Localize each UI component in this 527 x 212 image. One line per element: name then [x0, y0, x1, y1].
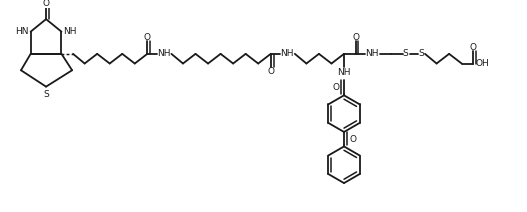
Text: NH: NH	[280, 49, 294, 58]
Text: NH: NH	[337, 68, 351, 77]
Text: S: S	[403, 49, 408, 58]
Text: O: O	[470, 43, 477, 52]
Text: NH: NH	[63, 27, 77, 36]
Text: O: O	[333, 83, 340, 92]
Text: S: S	[418, 49, 424, 58]
Text: NH: NH	[157, 49, 170, 58]
Text: O: O	[267, 67, 274, 76]
Text: HN: HN	[15, 27, 28, 36]
Text: O: O	[349, 135, 356, 144]
Text: S: S	[43, 90, 49, 99]
Text: O: O	[144, 33, 151, 42]
Text: OH: OH	[476, 59, 490, 68]
Text: O: O	[43, 0, 50, 8]
Text: NH: NH	[365, 49, 379, 58]
Text: O: O	[352, 33, 359, 42]
